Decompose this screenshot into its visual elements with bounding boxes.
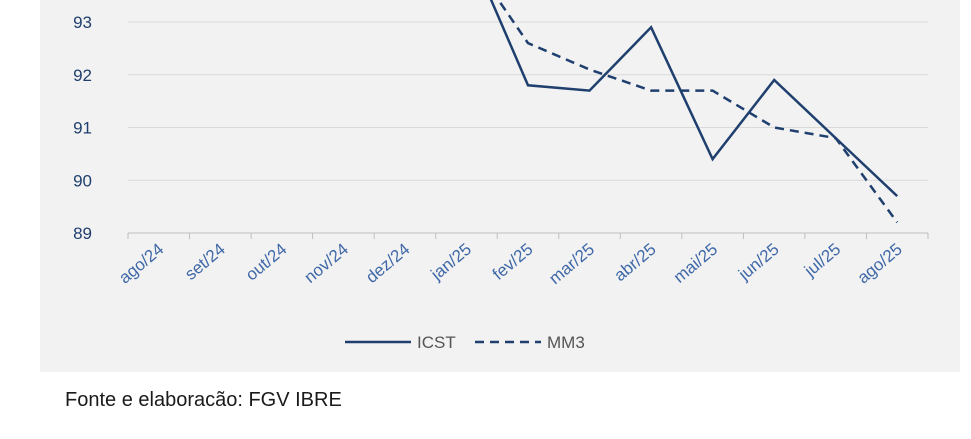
x-tick-label: ago/24 [115,240,167,288]
y-tick-label: 89 [73,224,92,243]
line-chart: 89 90 91 92 93 ago/24 set/24 out/24 nov/24 dez/2… [73,0,929,352]
legend-label: ICST [417,333,456,352]
series-line-icst [489,0,899,198]
x-tick-label: set/24 [181,240,229,284]
x-tick-label: ago/25 [854,240,906,288]
series-line-mm3 [496,0,899,224]
legend-label: MM3 [547,333,585,352]
x-tick-label: abr/25 [611,240,660,286]
y-tick-label: 91 [73,119,92,138]
y-tick-label: 92 [73,66,92,85]
x-tick-label: jul/25 [800,240,844,281]
chart-panel: 89 90 91 92 93 ago/24 set/24 out/24 nov/24 dez/2… [40,0,960,372]
y-tick-label: 90 [73,171,92,190]
x-tick-label: nov/24 [301,240,352,287]
source-note: Fonte e elaboracão: FGV IBRE [65,389,342,411]
x-tick-label: dez/24 [362,240,413,287]
x-tick-label: mar/25 [545,240,598,289]
x-tick-label: fev/25 [489,240,537,284]
x-tick-label: out/24 [242,240,290,285]
x-tick-label: jan/25 [427,240,475,285]
y-tick-label: 93 [73,13,92,32]
x-tick-label: jun/25 [734,240,782,285]
x-tick-label: mai/25 [670,240,721,287]
